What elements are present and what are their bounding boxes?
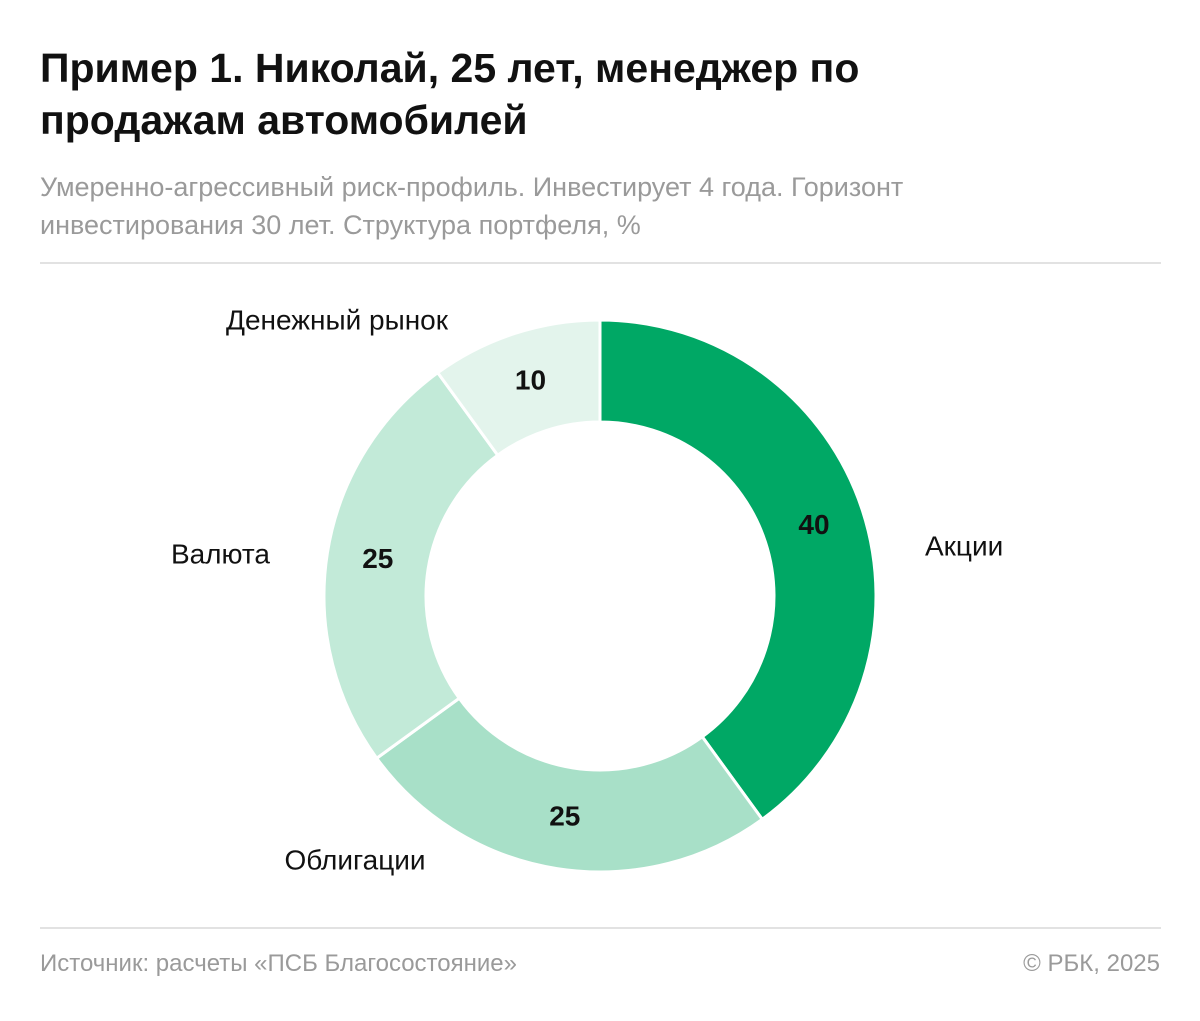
category-label: Акции xyxy=(925,530,1003,561)
value-label: 25 xyxy=(362,543,393,574)
category-label: Облигации xyxy=(284,844,425,875)
donut-segment xyxy=(322,370,500,761)
value-label: 40 xyxy=(798,509,829,540)
divider xyxy=(40,927,1161,929)
donut-segment xyxy=(435,318,602,458)
source: Источник: расчеты «ПСБ Благосостояние» xyxy=(40,950,517,977)
chart: 40 Акции 25 Облигации 25 Валюта 10 Денежный рын… xyxy=(171,304,1003,875)
value-label: 25 xyxy=(549,801,580,832)
donut-segment xyxy=(374,696,765,874)
chart-title: Пример 1. Николай, 25 лет, менеджер по п… xyxy=(40,45,860,143)
copyright: © РБК, 2025 xyxy=(1023,950,1160,977)
category-label: Денежный рынок xyxy=(226,304,449,335)
chart-subtitle: Умеренно-агрессивный риск-профиль. Инвес… xyxy=(40,172,904,240)
donut-segment xyxy=(598,318,878,822)
category-label: Валюта xyxy=(171,538,270,569)
value-label: 10 xyxy=(515,364,546,395)
divider xyxy=(40,262,1161,264)
